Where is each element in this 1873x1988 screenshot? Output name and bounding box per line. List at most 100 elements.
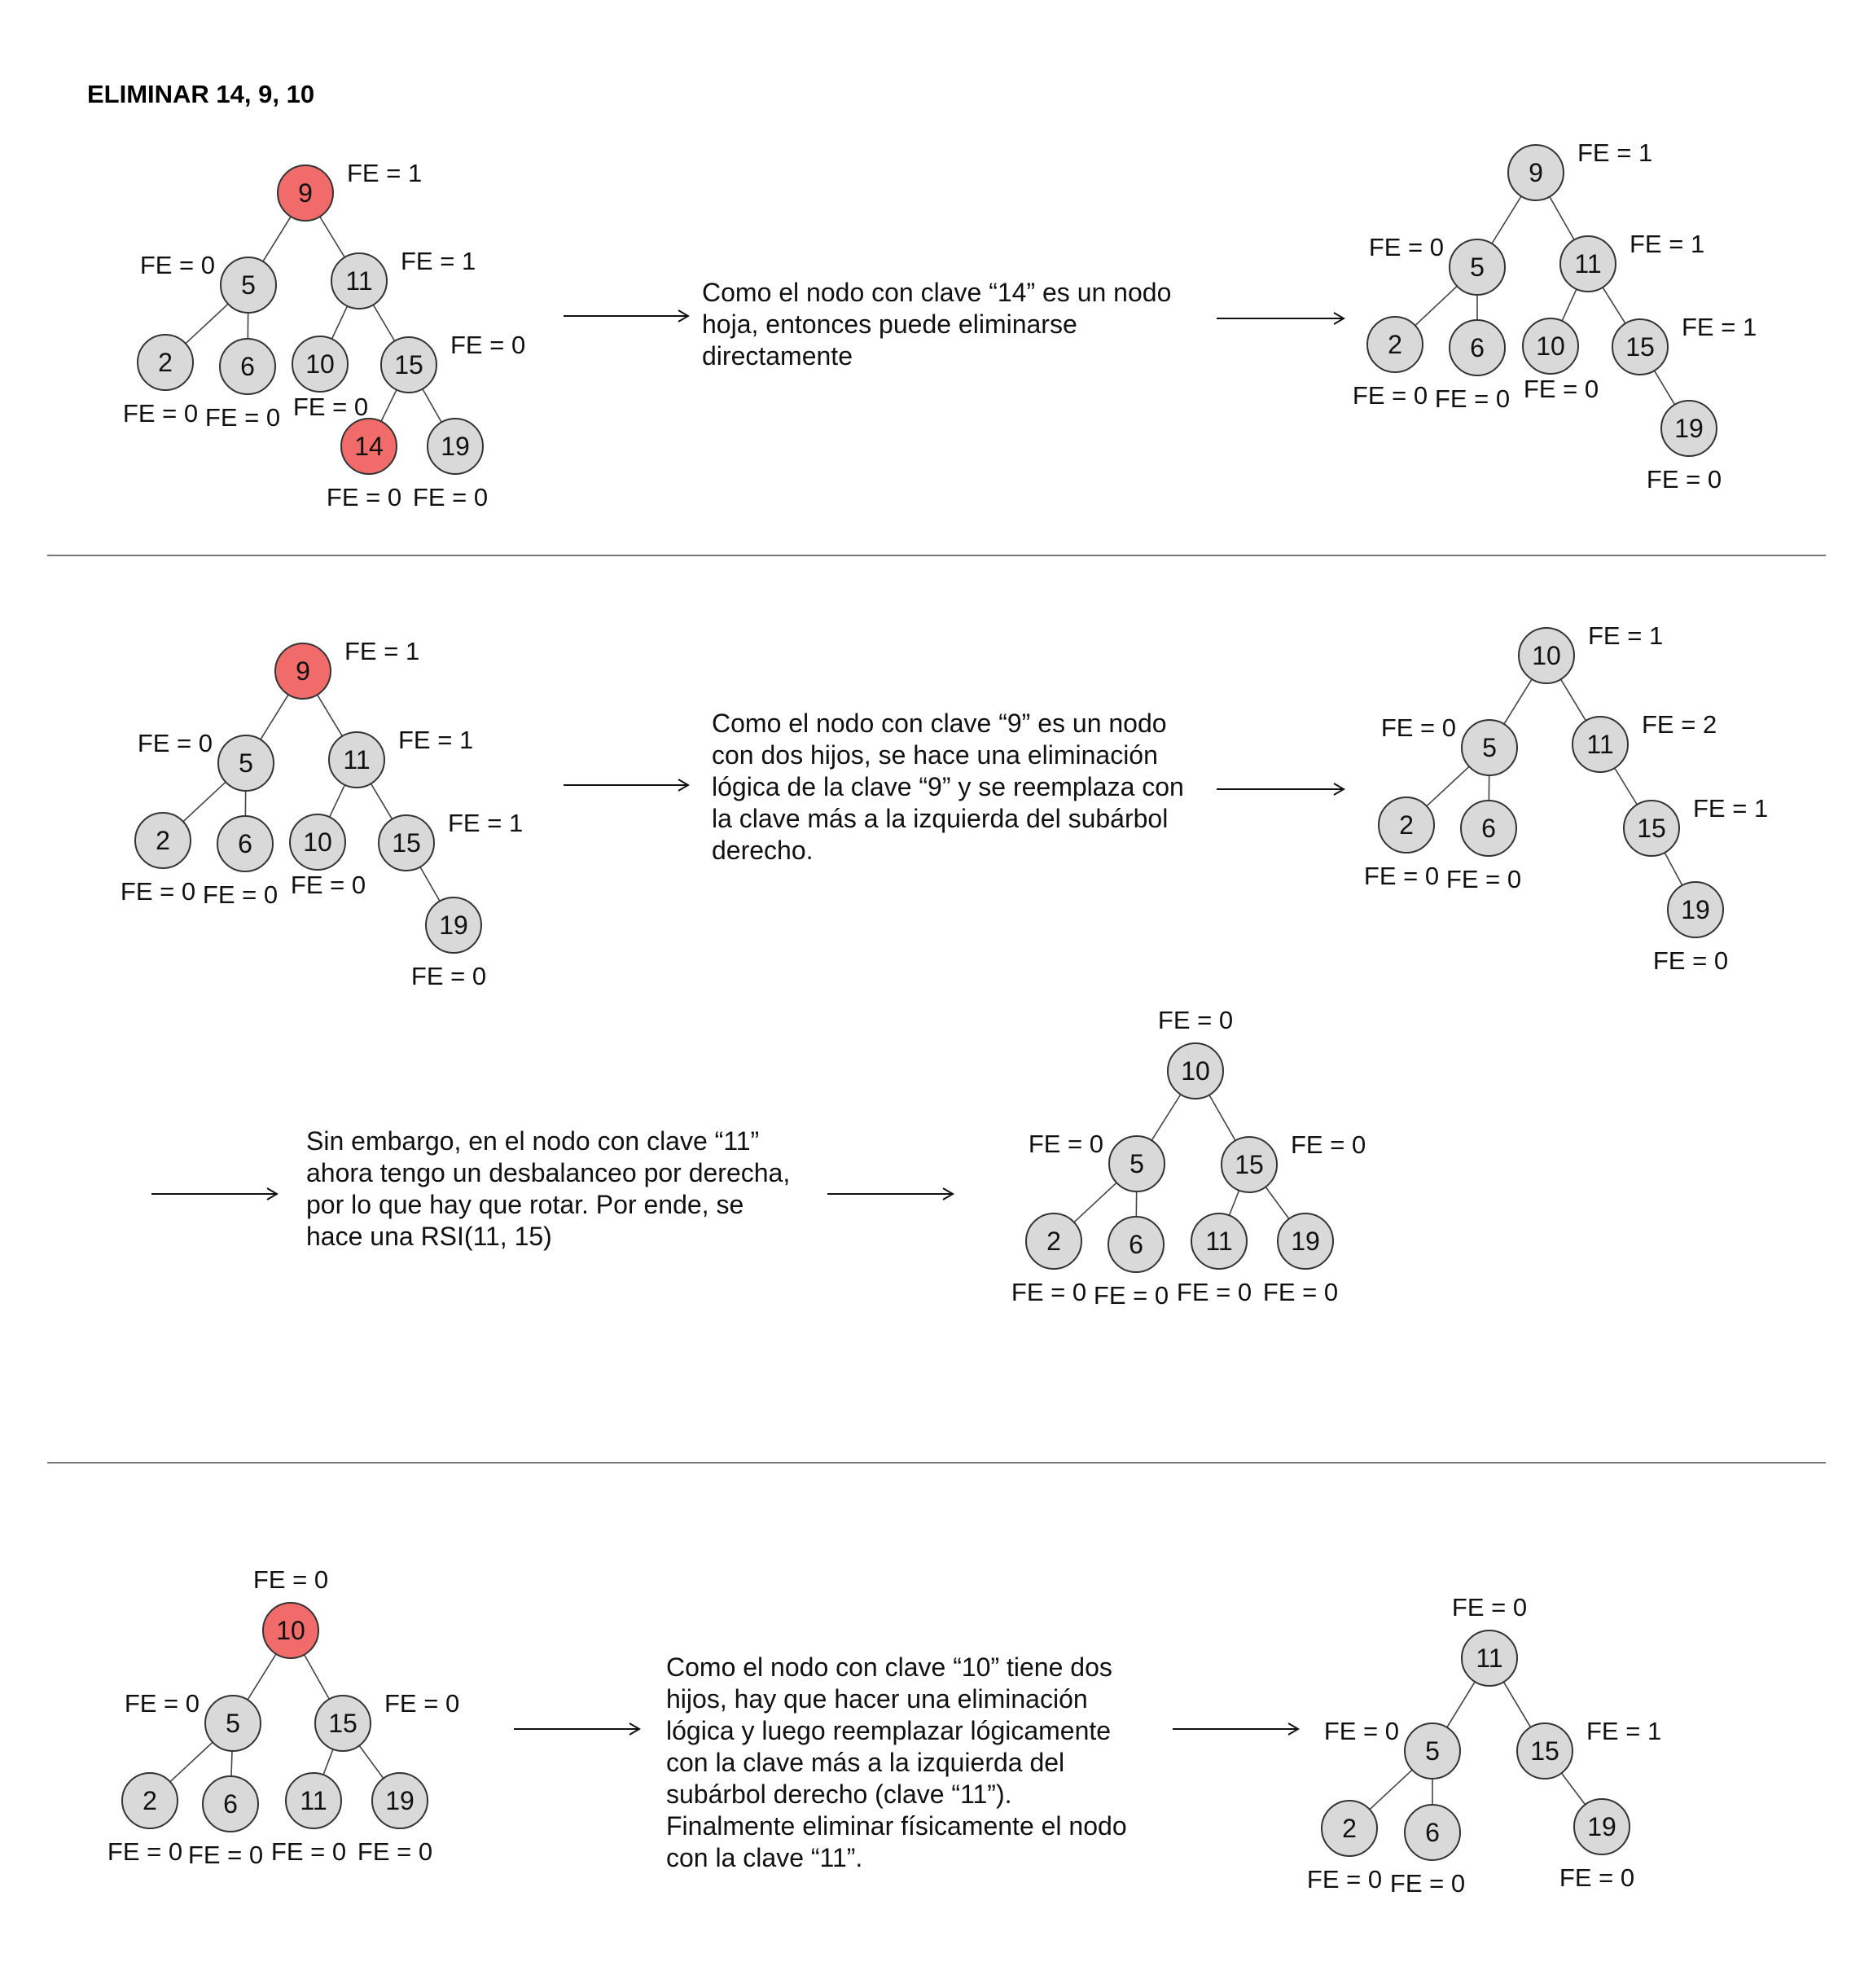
tree-edge (1427, 766, 1469, 806)
balance-factor-label: FE = 0 (1094, 1281, 1169, 1310)
tree-edge (261, 695, 288, 739)
tree-edge (1503, 1682, 1530, 1727)
arrow-connector (827, 1188, 953, 1200)
balance-factor-label: FE = 0 (271, 1837, 346, 1866)
node-key: 15 (1530, 1736, 1559, 1766)
node-key: 11 (300, 1786, 327, 1815)
balance-factor-label: FE = 1 (1630, 230, 1704, 258)
balance-factor-label: FE = 1 (1682, 313, 1757, 341)
node-key: 2 (158, 348, 173, 377)
arrow-connector (1217, 313, 1344, 324)
node-key: 11 (345, 266, 372, 296)
tree-edge (371, 783, 392, 819)
balance-factor-label: FE = 0 (1559, 1863, 1634, 1892)
balance-factor-label: FE = 0 (1291, 1130, 1366, 1159)
node-key: 19 (1681, 895, 1710, 924)
node-key: 5 (1470, 252, 1485, 282)
tree-edge (1492, 196, 1521, 244)
tree-edge (330, 785, 345, 818)
node-key: 5 (226, 1709, 240, 1738)
node-key: 15 (392, 828, 421, 858)
tree-edge (231, 1751, 232, 1776)
tree-edge (373, 305, 394, 340)
node-key: 10 (1532, 641, 1561, 670)
tree-edge (1415, 286, 1457, 325)
node-key: 15 (328, 1709, 357, 1738)
node-key: 11 (1205, 1227, 1232, 1256)
tree-edge (1561, 1773, 1585, 1805)
balance-factor-label: FE = 0 (1158, 1006, 1233, 1034)
tree-edge (170, 1742, 213, 1782)
node-key: 2 (1399, 810, 1414, 840)
tree-edge (1550, 197, 1574, 240)
tree-edge (1615, 768, 1638, 805)
balance-factor-label: FE = 0 (253, 1565, 328, 1594)
arrow-connector (151, 1188, 277, 1200)
balance-factor-label: FE = 0 (411, 962, 486, 990)
arrow-connector (1173, 1723, 1298, 1735)
balance-factor-label: FE = 0 (1324, 1717, 1399, 1745)
balance-factor-label: FE = 0 (291, 871, 366, 899)
balance-factor-label: FE = 0 (327, 483, 401, 511)
balance-factor-label: FE = 0 (1263, 1278, 1338, 1306)
node-key: 6 (1481, 814, 1496, 843)
balance-factor-label: FE = 0 (357, 1837, 432, 1866)
tree-edge (381, 390, 397, 422)
balance-factor-label: FE = 0 (293, 393, 368, 421)
balance-factor-label: FE = 0 (1452, 1593, 1527, 1622)
node-key: 19 (439, 911, 468, 940)
node-key: 10 (303, 827, 332, 857)
node-key: 15 (1625, 332, 1655, 362)
node-key: 6 (1470, 333, 1485, 362)
balance-factor-label: FE = 0 (123, 399, 198, 428)
balance-factor-label: FE = 0 (1177, 1278, 1252, 1306)
tree-edge (318, 695, 343, 736)
balance-factor-label: FE = 0 (384, 1689, 459, 1718)
node-key: 10 (1536, 331, 1565, 361)
node-key: 6 (238, 829, 252, 858)
tree-edge (1603, 287, 1625, 323)
balance-factor-label: FE = 1 (1586, 1717, 1661, 1745)
balance-factor-label: FE = 0 (138, 729, 213, 757)
balance-factor-label: FE = 0 (121, 877, 195, 906)
step2-rotation-explanation: Sin embargo, en el nodo con clave “11”ah… (306, 1126, 790, 1251)
tree-edge (1447, 1682, 1475, 1727)
node-key: 2 (1342, 1814, 1357, 1843)
node-key: 6 (240, 352, 255, 381)
node-key: 11 (1476, 1644, 1502, 1673)
balance-factor-label: FE = 0 (1364, 862, 1439, 890)
node-key: 15 (1235, 1150, 1264, 1179)
balance-factor-label: FE = 0 (1307, 1865, 1382, 1894)
balance-factor-label: FE = 0 (205, 403, 280, 432)
balance-factor-label: FE = 0 (1011, 1278, 1086, 1306)
node-key: 2 (1388, 330, 1402, 359)
arrow-connector (564, 310, 688, 322)
node-key: 11 (343, 745, 370, 775)
tree-edge (359, 1745, 384, 1778)
diagram-title: ELIMINAR 14, 9, 10 (87, 80, 314, 108)
node-key: 6 (1129, 1230, 1143, 1259)
node-key: 15 (394, 350, 423, 380)
node-key: 10 (276, 1616, 305, 1645)
node-key: 15 (1637, 814, 1666, 843)
node-key: 5 (239, 748, 253, 778)
tree-edge (263, 217, 291, 261)
node-key: 10 (1181, 1056, 1210, 1086)
node-key: 5 (1130, 1149, 1144, 1178)
tree-edge (1209, 1095, 1235, 1140)
tree-edge (1229, 1191, 1239, 1216)
node-key: 5 (241, 270, 256, 300)
node-key: 19 (1291, 1227, 1320, 1256)
balance-factor-label: FE = 0 (1435, 384, 1510, 413)
node-key: 2 (156, 826, 170, 855)
tree-edge (420, 867, 440, 901)
balance-factor-label: FE = 0 (1353, 381, 1428, 410)
node-key: 9 (296, 656, 310, 686)
node-key: 19 (441, 432, 470, 461)
arrow-connector (514, 1723, 639, 1735)
balance-factor-label: FE = 0 (1381, 713, 1456, 742)
balance-factor-label: FE = 0 (107, 1837, 182, 1866)
